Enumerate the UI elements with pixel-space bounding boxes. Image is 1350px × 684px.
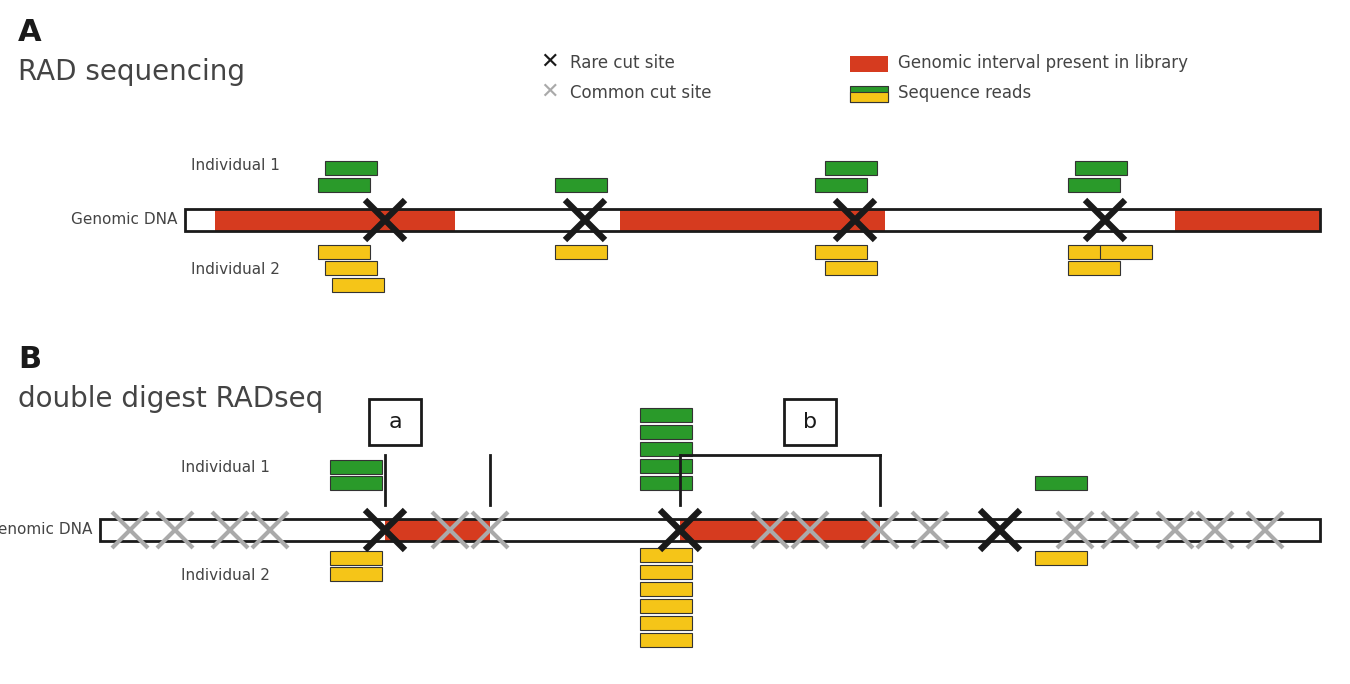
Text: a: a	[389, 412, 402, 432]
Bar	[1174, 209, 1320, 231]
Bar	[215, 209, 385, 231]
Text: Individual 1: Individual 1	[192, 157, 279, 172]
Bar	[100, 519, 1320, 541]
Text: Genomic interval present in library: Genomic interval present in library	[898, 54, 1188, 72]
Bar	[325, 161, 377, 175]
Bar	[325, 261, 377, 275]
FancyBboxPatch shape	[784, 399, 836, 445]
Bar	[1106, 209, 1174, 231]
Text: B: B	[18, 345, 40, 374]
Bar	[640, 442, 693, 456]
Bar	[185, 209, 1320, 231]
Bar	[640, 599, 693, 613]
Bar	[1068, 261, 1120, 275]
Text: RAD sequencing: RAD sequencing	[18, 58, 244, 86]
Bar	[640, 582, 693, 596]
Bar	[455, 209, 585, 231]
Bar	[185, 209, 215, 231]
Bar	[329, 460, 382, 474]
Bar	[555, 178, 608, 192]
Text: Sequence reads: Sequence reads	[898, 84, 1031, 102]
Bar	[850, 56, 888, 72]
Bar	[319, 178, 370, 192]
Bar	[886, 209, 1106, 231]
Bar	[1100, 245, 1152, 259]
Bar	[640, 565, 693, 579]
Text: ✕: ✕	[540, 82, 559, 102]
Text: Genomic DNA: Genomic DNA	[70, 213, 177, 228]
Bar	[100, 519, 1320, 541]
Bar	[1075, 161, 1127, 175]
Bar	[620, 209, 855, 231]
Bar	[640, 476, 693, 490]
Bar	[886, 209, 1174, 231]
Bar	[385, 209, 455, 231]
Bar	[1068, 178, 1120, 192]
Text: Common cut site: Common cut site	[570, 84, 711, 102]
Text: b: b	[803, 412, 817, 432]
Bar	[319, 245, 370, 259]
Bar	[385, 519, 490, 541]
Bar	[680, 519, 880, 541]
Bar	[1035, 476, 1087, 490]
Bar	[640, 633, 693, 647]
Bar	[855, 209, 886, 231]
Text: A: A	[18, 18, 42, 47]
Bar	[329, 567, 382, 581]
Bar	[1068, 245, 1120, 259]
Bar	[585, 209, 620, 231]
Bar	[815, 245, 867, 259]
Bar	[850, 92, 888, 102]
Bar	[640, 459, 693, 473]
Bar	[640, 616, 693, 630]
Bar	[329, 551, 382, 565]
Bar	[555, 245, 608, 259]
Bar	[640, 408, 693, 422]
Bar	[850, 86, 888, 102]
Bar	[825, 261, 878, 275]
Bar	[332, 278, 383, 292]
Bar	[329, 476, 382, 490]
Text: Genomic DNA: Genomic DNA	[0, 523, 92, 538]
Bar	[640, 425, 693, 439]
Text: Individual 2: Individual 2	[181, 568, 270, 583]
Bar	[640, 548, 693, 562]
Text: Individual 2: Individual 2	[192, 263, 279, 278]
Text: ✕: ✕	[540, 52, 559, 72]
Bar	[185, 209, 1320, 231]
Text: Individual 1: Individual 1	[181, 460, 270, 475]
Bar	[815, 178, 867, 192]
Bar	[185, 209, 215, 231]
Text: Rare cut site: Rare cut site	[570, 54, 675, 72]
FancyBboxPatch shape	[369, 399, 421, 445]
Bar	[455, 209, 620, 231]
Bar	[1035, 551, 1087, 565]
Bar	[825, 161, 878, 175]
Text: double digest RADseq: double digest RADseq	[18, 385, 323, 413]
